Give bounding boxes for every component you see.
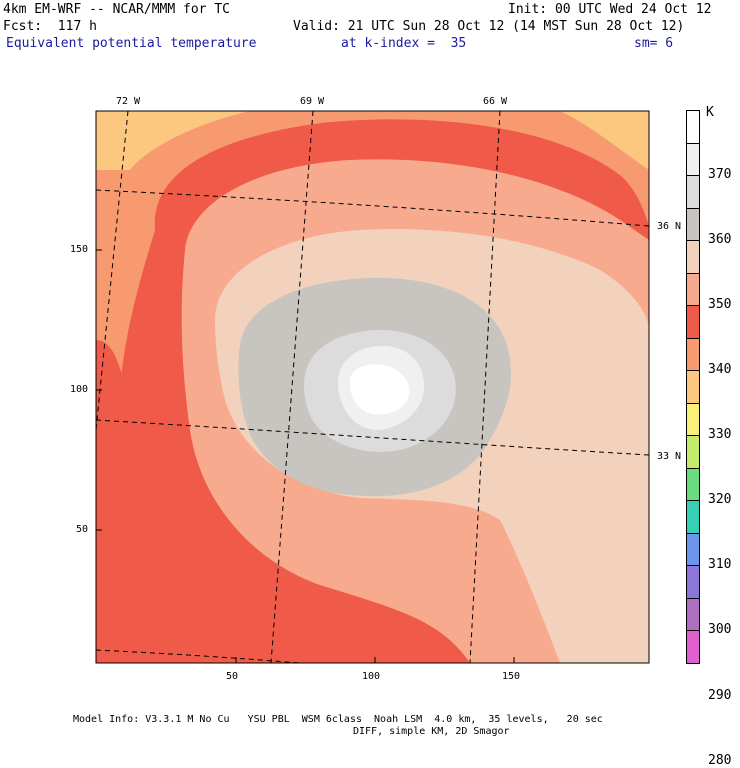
colorbar-swatch (686, 435, 700, 469)
x-tick-label: 100 (362, 671, 381, 682)
colorbar-label: 300 (708, 622, 732, 638)
lat-label-36n: 36 N (657, 221, 682, 232)
lat-label-33n: 33 N (657, 451, 682, 462)
x-tick-label: 50 (226, 671, 239, 682)
colorbar-label: 340 (708, 362, 732, 378)
init-time: Init: 00 UTC Wed 24 Oct 12 (508, 2, 712, 17)
colorbar-swatch (686, 402, 700, 437)
colorbar-swatch (686, 532, 700, 567)
ne-yellow-region (560, 111, 649, 170)
valid-time: Valid: 21 UTC Sun 28 Oct 12 (14 MST Sun … (293, 19, 685, 34)
eye-center (349, 364, 410, 415)
y-tick-label: 100 (70, 384, 89, 395)
parallel-30n (96, 649, 301, 663)
forecast-hour: Fcst: 117 h (3, 19, 97, 34)
model-info: Model Info: V3.3.1 M No Cu YSU PBL WSM 6… (73, 714, 603, 725)
lon-label-69w: 69 W (300, 96, 325, 107)
colorbar-label: 330 (708, 427, 732, 443)
theta-e-map (95, 110, 650, 664)
colorbar-label: 310 (708, 557, 732, 573)
parallel-36n (96, 189, 649, 227)
colorbar-swatch (686, 305, 700, 339)
colorbar-swatch (686, 272, 700, 307)
colorbar-swatch (686, 630, 700, 664)
colorbar-swatch (686, 565, 700, 599)
model-title: 4km EM-WRF -- NCAR/MMM for TC (3, 2, 230, 17)
x-tick-marks (96, 249, 515, 663)
colorbar-swatch (686, 500, 700, 534)
x-tick-label: 150 (502, 671, 521, 682)
lon-label-66w: 66 W (483, 96, 508, 107)
nw-yellow-region (96, 111, 250, 170)
colorbar-swatch (686, 207, 700, 242)
colorbar-swatch (686, 337, 700, 372)
colorbar-label: 280 (708, 752, 732, 768)
model-diffusion: DIFF, simple KM, 2D Smagor (353, 726, 510, 737)
colorbar-unit: K (706, 105, 714, 120)
colorbar-swatch (686, 175, 700, 209)
y-tick-label: 50 (76, 524, 89, 535)
colorbar-swatch (686, 370, 700, 404)
graticule (96, 111, 649, 663)
colorbar-swatch (686, 467, 700, 502)
lon-label-72w: 72 W (116, 96, 141, 107)
colorbar-label: 360 (708, 232, 732, 248)
colorbar-swatch (686, 110, 700, 144)
field-name: Equivalent potential temperature (6, 36, 257, 51)
colorbar-label: 290 (708, 687, 732, 703)
map-frame (95, 110, 650, 664)
colorbar-swatch (686, 597, 700, 632)
colorbar-label: 350 (708, 297, 732, 313)
y-tick-label: 150 (70, 244, 89, 255)
meridian-66w (469, 111, 501, 663)
meridian-69w (270, 111, 314, 663)
parallel-33n (96, 419, 649, 456)
colorbar-label: 320 (708, 492, 732, 508)
colorbar-swatch (686, 142, 700, 177)
colorbar-swatch (686, 240, 700, 274)
level-index: at k-index = 35 (341, 36, 467, 51)
colorbar-label: 370 (708, 167, 732, 183)
contour-fill (96, 111, 649, 663)
smoothing-value: sm= 6 (634, 36, 674, 51)
